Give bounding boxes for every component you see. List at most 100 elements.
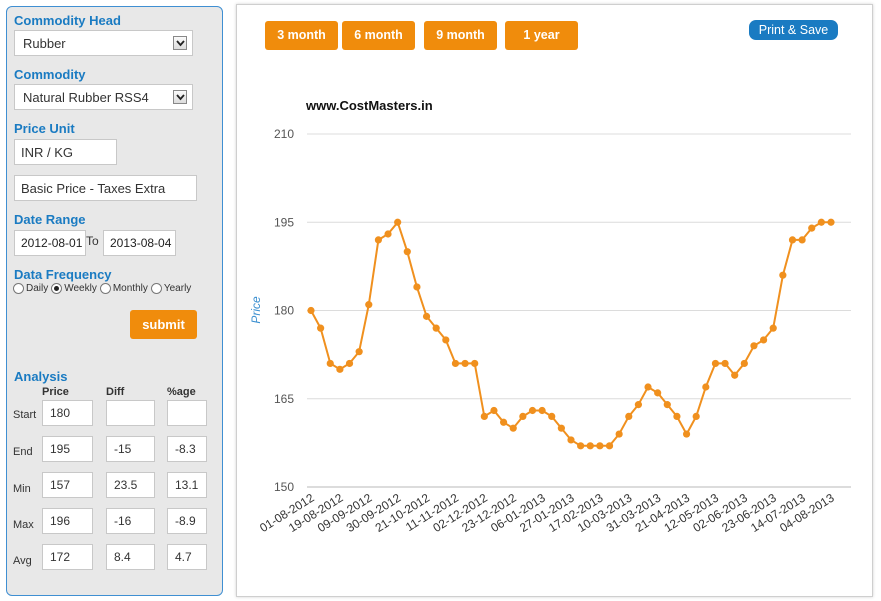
data-point[interactable] (471, 359, 479, 368)
data-point[interactable] (692, 412, 700, 420)
data-point[interactable] (403, 248, 411, 256)
commodity-head-select[interactable]: Rubber (14, 30, 193, 56)
price-unit-label: Price Unit (14, 121, 75, 136)
min-pct-cell[interactable]: 13.1 (167, 472, 207, 498)
submit-button[interactable]: submit (130, 310, 197, 339)
avg-diff-cell[interactable]: 8.4 (106, 544, 155, 570)
data-point[interactable] (499, 418, 508, 426)
data-point[interactable] (682, 430, 691, 438)
start-diff-cell[interactable] (106, 400, 155, 426)
data-point[interactable] (336, 365, 344, 373)
row-label-end: End (13, 446, 33, 458)
max-price-cell[interactable]: 196 (42, 508, 93, 534)
frequency-daily[interactable]: Daily (13, 283, 48, 294)
date-from-field[interactable]: 2012-08-01 (14, 230, 86, 256)
avg-pct-cell[interactable]: 4.7 (167, 544, 207, 570)
data-point[interactable] (625, 412, 633, 420)
radio-yearly[interactable] (150, 283, 162, 294)
data-point[interactable] (538, 406, 546, 415)
y-tick-labels: 150 165 180 195 210 (274, 127, 294, 494)
data-point[interactable] (750, 342, 758, 350)
date-to-field[interactable]: 2013-08-04 (103, 230, 176, 256)
data-point[interactable] (365, 301, 373, 309)
data-point[interactable] (673, 412, 681, 420)
price-unit-field[interactable]: INR / KG (14, 139, 117, 165)
data-point[interactable] (586, 442, 594, 450)
range-button-1-year[interactable]: 1 year (505, 21, 578, 50)
series-line (310, 220, 831, 447)
data-point[interactable] (788, 236, 797, 244)
radio-weekly[interactable] (51, 283, 63, 294)
print-save-button[interactable]: Print & Save (749, 20, 838, 40)
data-point[interactable] (827, 218, 835, 226)
end-diff-cell[interactable]: -15 (106, 436, 155, 462)
chart-panel: 3 month 6 month 9 month 1 year Print & S… (236, 4, 873, 597)
range-button-6-month[interactable]: 6 month (342, 21, 415, 50)
min-diff-cell[interactable]: 23.5 (106, 472, 155, 498)
data-point[interactable] (307, 306, 315, 315)
data-point[interactable] (509, 424, 517, 432)
data-point[interactable] (711, 359, 720, 368)
data-point[interactable] (528, 406, 537, 415)
data-point[interactable] (355, 348, 363, 356)
data-point[interactable] (422, 312, 431, 320)
data-point[interactable] (817, 218, 825, 226)
frequency-monthly[interactable]: Monthly (99, 283, 148, 294)
data-point[interactable] (654, 389, 662, 397)
data-point[interactable] (808, 224, 816, 232)
range-button-9-month[interactable]: 9 month (424, 21, 497, 50)
data-point[interactable] (596, 442, 604, 450)
radio-monthly[interactable] (99, 283, 111, 294)
frequency-yearly[interactable]: Yearly (150, 283, 191, 294)
price-basis-field[interactable]: Basic Price - Taxes Extra (14, 175, 197, 201)
data-point[interactable] (519, 412, 527, 420)
end-price-cell[interactable]: 195 (42, 436, 93, 462)
data-point[interactable] (451, 359, 460, 368)
data-point[interactable] (769, 324, 777, 332)
data-point[interactable] (721, 359, 729, 368)
data-point[interactable] (567, 436, 575, 444)
data-point[interactable] (644, 383, 652, 391)
max-pct-cell[interactable]: -8.9 (167, 508, 207, 534)
end-pct-cell[interactable]: -8.3 (167, 436, 207, 462)
data-point[interactable] (317, 324, 325, 332)
data-point[interactable] (663, 401, 671, 409)
series-points (307, 218, 835, 450)
data-point[interactable] (548, 412, 556, 420)
radio-daily[interactable] (13, 283, 24, 294)
data-point[interactable] (480, 412, 488, 420)
start-price-cell[interactable]: 180 (42, 400, 93, 426)
data-point[interactable] (432, 324, 440, 332)
data-point[interactable] (740, 359, 748, 368)
frequency-weekly[interactable]: Weekly (51, 283, 97, 294)
data-point[interactable] (798, 236, 806, 244)
data-point[interactable] (384, 230, 392, 238)
data-point[interactable] (413, 283, 421, 291)
data-point[interactable] (577, 442, 585, 450)
commodity-select[interactable]: Natural Rubber RSS4 (14, 84, 193, 110)
y-tick-label: 180 (274, 304, 294, 318)
data-point[interactable] (442, 336, 450, 344)
data-point[interactable] (615, 430, 623, 438)
data-point[interactable] (702, 383, 710, 391)
data-point[interactable] (345, 359, 354, 368)
data-point[interactable] (759, 336, 768, 344)
data-point[interactable] (731, 371, 739, 379)
avg-price-cell[interactable]: 172 (42, 544, 93, 570)
data-point[interactable] (461, 359, 469, 368)
start-pct-cell[interactable] (167, 400, 207, 426)
y-tick-label: 195 (274, 215, 294, 229)
data-point[interactable] (605, 442, 614, 450)
data-point[interactable] (557, 424, 565, 432)
max-diff-cell[interactable]: -16 (106, 508, 155, 534)
data-point[interactable] (374, 236, 383, 244)
data-point[interactable] (490, 406, 498, 415)
data-point[interactable] (634, 401, 643, 409)
range-button-3-month[interactable]: 3 month (265, 21, 338, 50)
data-point[interactable] (326, 359, 334, 368)
min-price-cell[interactable]: 157 (42, 472, 93, 498)
chevron-down-icon[interactable] (173, 90, 187, 104)
data-point[interactable] (779, 271, 787, 279)
chevron-down-icon[interactable] (173, 36, 187, 50)
data-point[interactable] (394, 218, 402, 226)
